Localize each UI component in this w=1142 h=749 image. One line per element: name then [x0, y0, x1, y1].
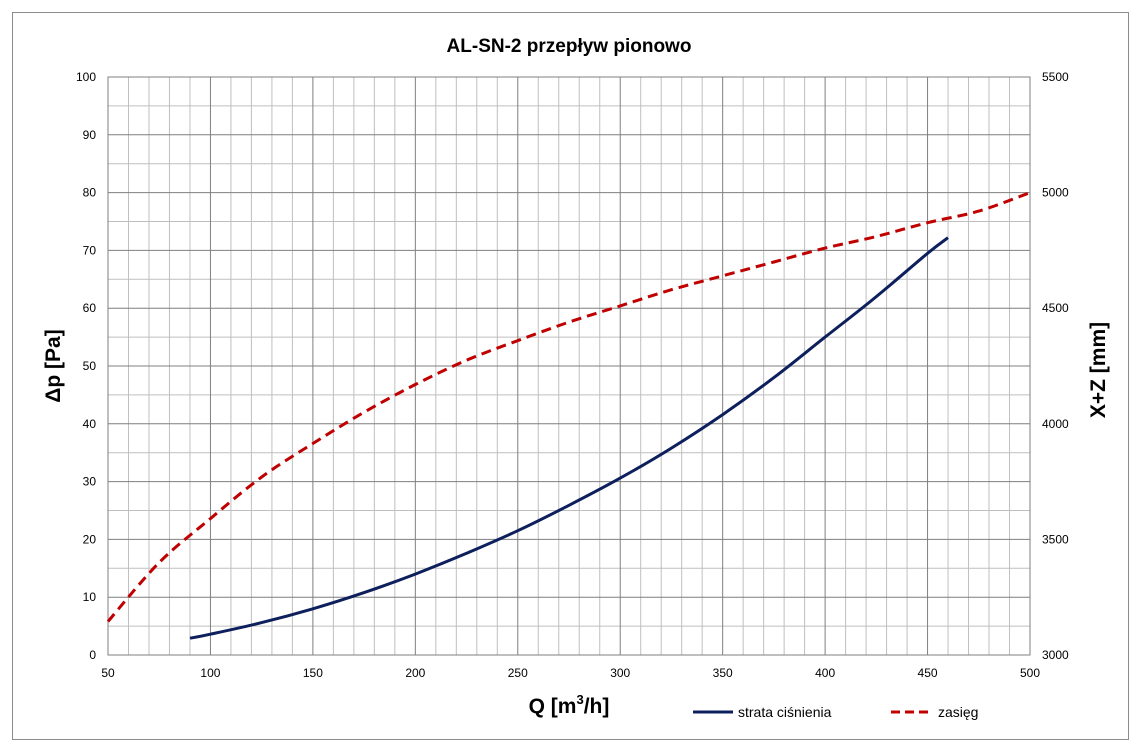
y-tick-label: 0	[89, 648, 96, 662]
y-tick-labels: 0 10 20 30 40 50 60 70 80 90 100	[76, 70, 96, 662]
y2-tick-label: 4000	[1042, 417, 1069, 431]
y2-tick-label: 3000	[1042, 648, 1069, 662]
series-layer	[106, 191, 1031, 640]
y-tick-label: 80	[83, 186, 97, 200]
chart-frame: AL-SN-2 przepływ pionowo 50 100 150 200 250 3…	[12, 12, 1129, 740]
y2-tick-label: 3500	[1042, 532, 1069, 546]
x-tick-labels: 50 100 150 200 250 300 350 400 450 500	[101, 666, 1040, 680]
y-tick-label: 10	[83, 590, 97, 604]
y-tick-label: 70	[83, 243, 97, 257]
x-tick-label: 450	[918, 666, 938, 680]
chart-title: AL-SN-2 przepływ pionowo	[447, 36, 692, 57]
y-tick-label: 40	[83, 417, 97, 431]
x-tick-label: 300	[610, 666, 630, 680]
y-tick-label: 100	[76, 70, 96, 84]
y2-axis-label: X+Z [mm]	[1087, 322, 1110, 418]
y-tick-label: 60	[83, 301, 97, 315]
y2-tick-label: 5500	[1042, 70, 1069, 84]
x-tick-label: 200	[405, 666, 425, 680]
y-tick-label: 50	[83, 359, 97, 373]
legend: strata ciśnienia zasięg	[693, 704, 978, 720]
x-tick-label: 400	[815, 666, 835, 680]
x-tick-label: 500	[1020, 666, 1040, 680]
series-line-zasieg	[106, 191, 1031, 623]
x-tick-label: 350	[713, 666, 733, 680]
y-tick-label: 30	[83, 475, 97, 489]
x-tick-label: 50	[101, 666, 115, 680]
x-tick-label: 250	[508, 666, 528, 680]
y2-tick-labels: 3000 3500 4000 4500 5000 5500	[1042, 70, 1069, 662]
y-tick-label: 20	[83, 532, 97, 546]
y-axis-label: Δp [Pa]	[42, 329, 65, 402]
series-line-strata-cisnienia	[189, 236, 949, 640]
x-axis-label-main: Q [m	[529, 695, 577, 718]
x-axis-label: Q [m3/h]	[529, 692, 610, 718]
y2-tick-label: 4500	[1042, 301, 1069, 315]
chart-svg: AL-SN-2 przepływ pionowo 50 100 150 200 250 3…	[42, 36, 1110, 720]
x-axis-label-superscript: 3	[576, 692, 583, 707]
plot-area-border	[107, 76, 1031, 656]
major-grid	[108, 77, 1030, 655]
x-tick-label: 150	[303, 666, 323, 680]
x-tick-label: 100	[200, 666, 220, 680]
legend-label-strata: strata ciśnienia	[738, 704, 832, 720]
y2-tick-label: 5000	[1042, 186, 1069, 200]
y-tick-label: 90	[83, 128, 97, 142]
legend-label-zasieg: zasięg	[938, 704, 978, 720]
x-axis-label-tail: /h]	[584, 695, 610, 718]
